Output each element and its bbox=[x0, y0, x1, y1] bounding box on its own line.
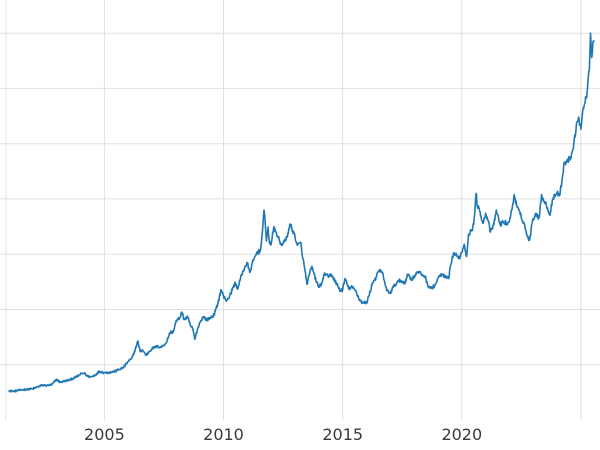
x-tick-label-2005: 2005 bbox=[84, 425, 125, 444]
price-line bbox=[8, 32, 595, 393]
x-tick-label-2015: 2015 bbox=[322, 425, 363, 444]
x-tick-label-2010: 2010 bbox=[203, 425, 244, 444]
x-tick-label-2020: 2020 bbox=[441, 425, 482, 444]
